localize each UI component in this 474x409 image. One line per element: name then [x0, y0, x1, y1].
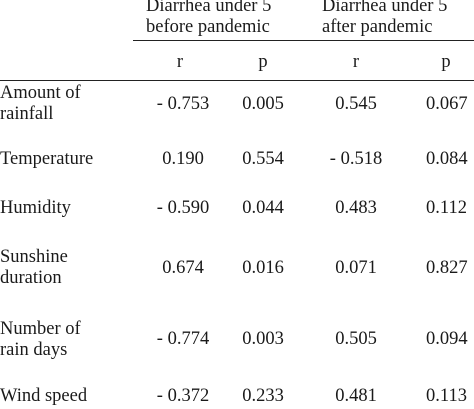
row-label-line2: rainfall [0, 104, 54, 124]
row-label-line1: Amount of [0, 83, 81, 103]
group-header-after-line2: after pandemic [322, 17, 433, 37]
header-rule [133, 40, 474, 41]
cell-p-after: 0.084 [426, 149, 468, 169]
cell-r-before: 0.190 [162, 149, 204, 169]
cell-p-before: 0.044 [242, 198, 284, 218]
cell-r-before: - 0.372 [156, 386, 210, 406]
row-label-line1: Number of [0, 319, 81, 339]
cell-p-before: 0.005 [242, 94, 284, 114]
cell-p-after: 0.113 [426, 386, 467, 406]
group-header-after-line1: Diarrhea under 5 [322, 0, 448, 16]
row-label-line1: Wind speed [0, 386, 88, 406]
cell-p-after: 0.112 [426, 198, 467, 218]
cell-r-after: 0.545 [335, 94, 377, 114]
sub-header-p-before: p [258, 52, 268, 72]
cell-r-before: - 0.774 [156, 329, 210, 349]
cell-r-after: 0.071 [335, 258, 377, 278]
cell-p-before: 0.233 [242, 386, 284, 406]
cell-r-before: 0.674 [162, 258, 204, 278]
group-header-before-line1: Diarrhea under 5 [146, 0, 272, 16]
subheader-rule [0, 80, 474, 81]
sub-header-r-before: r [176, 52, 184, 72]
sub-header-p-after: p [441, 52, 451, 72]
cell-r-after: 0.483 [335, 198, 377, 218]
cell-r-before: - 0.590 [156, 198, 210, 218]
row-label-line1: Temperature [0, 149, 94, 169]
group-header-before-line2: before pandemic [146, 17, 270, 37]
cell-p-before: 0.003 [242, 329, 284, 349]
cell-p-before: 0.016 [242, 258, 284, 278]
cell-r-after: 0.481 [335, 386, 377, 406]
row-label-line1: Humidity [0, 198, 71, 218]
cell-p-after: 0.067 [426, 94, 468, 114]
row-label-line2: duration [0, 268, 62, 288]
cell-r-after: 0.505 [335, 329, 377, 349]
cell-p-after: 0.827 [426, 258, 468, 278]
cell-p-before: 0.554 [242, 149, 284, 169]
row-label-line2: rain days [0, 340, 68, 360]
cell-r-before: - 0.753 [156, 94, 210, 114]
row-label-line1: Sunshine [0, 247, 68, 267]
cell-p-after: 0.094 [426, 329, 468, 349]
cell-r-after: - 0.518 [329, 149, 383, 169]
sub-header-r-after: r [352, 52, 360, 72]
